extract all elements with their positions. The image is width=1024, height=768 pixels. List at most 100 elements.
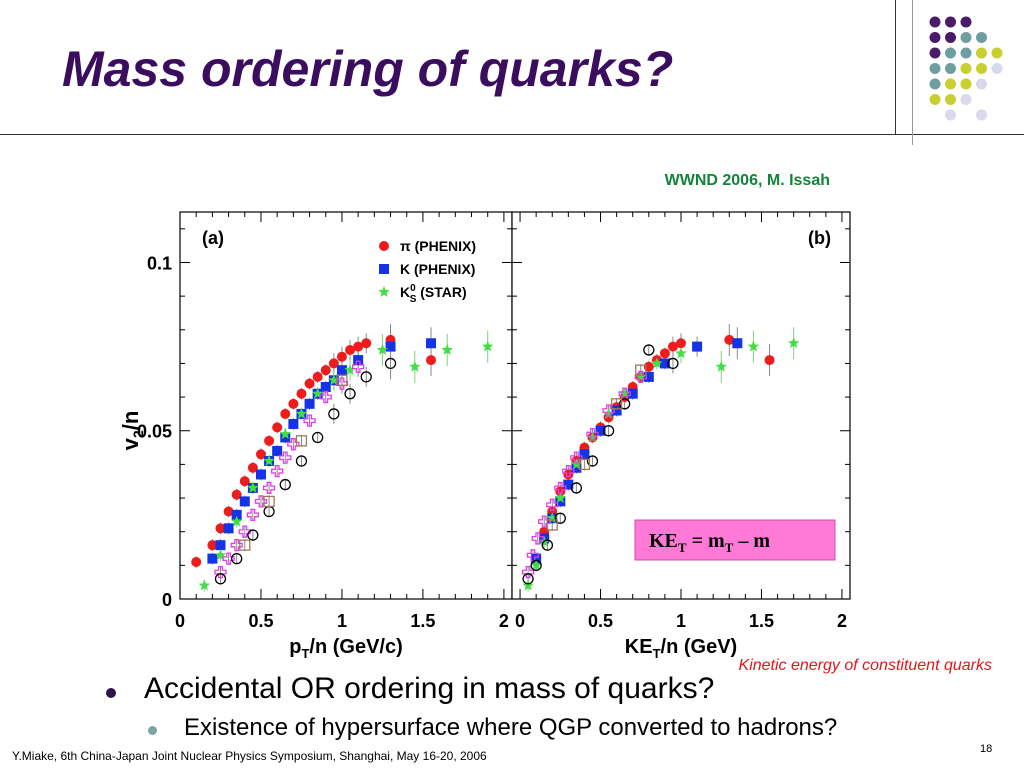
decorative-dot	[945, 32, 956, 43]
x-tick-label: 1	[676, 611, 686, 631]
data-point	[222, 552, 235, 565]
decorative-dot	[960, 16, 972, 28]
decorative-dot	[976, 78, 987, 90]
bullet-text: Accidental OR ordering in mass of quarks…	[144, 672, 715, 705]
data-point	[627, 388, 638, 399]
data-point	[312, 371, 323, 382]
data-point	[360, 371, 372, 383]
data-point	[320, 381, 331, 392]
decorative-dot	[945, 78, 956, 90]
data-point	[223, 506, 234, 517]
data-point	[441, 344, 453, 355]
x-tick-label: 2	[837, 611, 847, 631]
data-point	[295, 435, 308, 447]
data-point	[215, 540, 226, 551]
data-point	[611, 405, 622, 416]
data-point	[522, 573, 534, 585]
data-point	[230, 539, 243, 552]
data-point	[546, 519, 558, 531]
data-point	[586, 455, 599, 467]
x-tick-label: 1.5	[410, 611, 435, 631]
x-tick-label: 0.5	[588, 611, 613, 631]
data-point	[271, 464, 284, 478]
legend-label: π (PHENIX)	[400, 238, 476, 254]
legend-marker	[379, 264, 389, 274]
data-point	[555, 496, 566, 507]
x-axis-label: KET/n (GeV)	[625, 636, 737, 660]
data-point	[522, 579, 534, 591]
data-point	[328, 358, 339, 369]
sub-bullet-text: Existence of hypersurface where QGP conv…	[184, 714, 838, 741]
data-point	[312, 431, 324, 444]
data-point	[659, 348, 670, 359]
data-point	[238, 525, 251, 538]
data-point	[562, 464, 575, 478]
data-point	[603, 412, 614, 423]
decorative-dot	[991, 63, 1003, 74]
data-point	[554, 512, 566, 524]
sub-bullet-dot-icon	[148, 726, 157, 735]
data-point	[303, 414, 316, 427]
data-point	[255, 449, 266, 460]
data-point	[319, 390, 332, 404]
decorative-dot	[960, 78, 972, 90]
data-point	[353, 341, 364, 352]
data-point	[239, 476, 250, 487]
data-point	[344, 388, 356, 400]
data-point	[482, 340, 494, 352]
decorative-dot	[976, 63, 987, 74]
decorative-dot	[945, 16, 956, 28]
data-point	[263, 495, 275, 508]
data-point	[426, 355, 437, 366]
data-point	[336, 365, 347, 376]
data-point	[336, 374, 348, 386]
page-number: 18	[980, 743, 993, 755]
data-point	[675, 347, 687, 359]
data-point	[279, 478, 291, 491]
data-point	[345, 344, 356, 355]
data-point	[555, 486, 566, 497]
x-tick-label: 1	[337, 611, 347, 631]
data-point	[215, 523, 226, 534]
legend-label: K0 S (STAR)	[400, 283, 467, 305]
y-tick-label: 0.1	[147, 253, 172, 273]
legend-marker	[378, 286, 390, 297]
data-point	[385, 341, 396, 352]
data-point	[554, 481, 567, 495]
data-point	[747, 340, 760, 352]
x-tick-label: 0	[515, 611, 525, 631]
data-point	[207, 553, 218, 564]
data-point	[336, 351, 347, 362]
data-point	[538, 515, 551, 528]
decorative-dot	[945, 94, 956, 105]
data-point	[255, 469, 266, 480]
bullet-dot-icon	[106, 688, 116, 698]
data-point	[546, 498, 559, 511]
data-point	[231, 509, 242, 520]
data-point	[570, 482, 583, 494]
decorative-dot	[945, 47, 956, 59]
data-point	[288, 419, 299, 430]
y-tick-label: 0	[162, 590, 172, 610]
data-point	[530, 559, 542, 571]
data-point	[570, 451, 583, 464]
data-point	[521, 565, 535, 579]
data-point	[254, 495, 268, 508]
decorative-dot	[929, 94, 941, 105]
data-point	[279, 428, 291, 439]
decorative-dot	[929, 47, 941, 59]
data-point	[295, 455, 308, 467]
data-point	[207, 540, 218, 551]
data-point	[659, 358, 670, 369]
data-point	[602, 407, 615, 419]
data-point	[531, 553, 542, 564]
data-point	[328, 408, 340, 420]
data-point	[247, 481, 259, 493]
data-point	[264, 435, 275, 446]
y-axis-label: v2/n	[118, 411, 146, 451]
decorative-dot	[960, 63, 972, 74]
data-point	[272, 422, 283, 433]
data-point	[571, 462, 582, 473]
data-point	[635, 364, 647, 376]
data-point	[280, 432, 291, 443]
